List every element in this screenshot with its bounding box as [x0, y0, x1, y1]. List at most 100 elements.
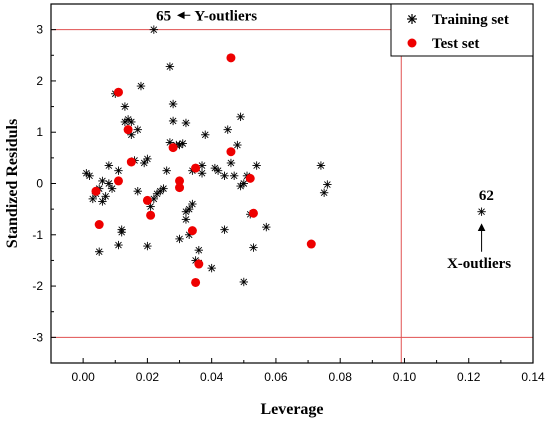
training-point	[98, 197, 107, 206]
annotation-y-outliers: Y-outliers	[194, 8, 257, 24]
training-point	[114, 166, 123, 175]
training-point	[194, 245, 204, 255]
legend-label-test: Test set	[432, 36, 479, 52]
test-point	[94, 220, 104, 230]
test-set-points	[91, 53, 316, 287]
x-tick-label: 0.08	[329, 370, 353, 384]
test-point	[175, 176, 185, 186]
arrow-up-icon	[477, 223, 486, 252]
test-point	[113, 87, 123, 97]
training-point	[139, 158, 149, 168]
training-point	[323, 180, 332, 189]
training-point	[165, 62, 175, 71]
legend-label-training: Training set	[432, 12, 509, 28]
training-point	[197, 169, 207, 178]
training-point	[136, 81, 146, 91]
training-point	[143, 241, 152, 251]
training-point	[127, 117, 136, 127]
training-point	[117, 225, 126, 234]
test-point	[126, 157, 136, 167]
test-point	[226, 53, 236, 63]
training-point	[98, 176, 107, 186]
x-axis-ticks: 0.00 0.02 0.04 0.06 0.08 0.10 0.12 0.14	[50, 358, 545, 384]
y-tick-label: -1	[32, 228, 43, 242]
training-point	[188, 199, 197, 209]
test-point	[191, 163, 201, 173]
training-point	[252, 161, 261, 170]
training-point	[181, 118, 191, 128]
training-point	[104, 179, 114, 188]
training-point	[104, 161, 114, 170]
training-point	[239, 277, 249, 287]
legend-circle-icon	[407, 38, 417, 48]
training-point	[159, 184, 168, 193]
training-point	[175, 234, 184, 244]
test-point	[245, 173, 255, 183]
annotation-x-outliers: X-outliers	[447, 256, 511, 272]
training-point	[133, 125, 142, 134]
training-point	[94, 247, 104, 256]
training-set-points	[82, 25, 486, 287]
training-point	[85, 171, 94, 181]
y-tick-label: -3	[32, 330, 43, 344]
y-tick-label: 0	[36, 177, 43, 191]
y-tick-label: 1	[36, 125, 43, 139]
training-point	[262, 222, 271, 232]
y-tick-label: 2	[36, 74, 43, 88]
training-point	[184, 204, 194, 214]
training-point	[114, 240, 123, 250]
training-point	[107, 184, 117, 193]
training-point	[213, 166, 223, 175]
training-point	[162, 166, 171, 175]
training-point	[88, 194, 97, 204]
training-point	[223, 125, 232, 134]
training-point	[133, 186, 142, 196]
test-point	[175, 183, 185, 193]
training-point	[178, 139, 187, 148]
legend: Training set Test set	[390, 3, 534, 57]
training-point	[226, 158, 236, 168]
test-point	[91, 186, 101, 196]
test-point	[123, 125, 133, 135]
x-tick-label: 0.10	[393, 370, 417, 384]
y-tick-label: 3	[36, 23, 43, 37]
training-point	[316, 161, 326, 170]
x-tick-label: 0.06	[264, 370, 288, 384]
training-point	[207, 263, 216, 273]
y-axis-ticks: -3 -2 -1 0 1 2 3	[32, 3, 56, 364]
training-point	[249, 243, 258, 252]
test-point	[226, 147, 236, 157]
reference-lines	[51, 4, 533, 363]
annotations: 65 Y-outliers 62 X-outliers	[156, 8, 511, 272]
training-point	[120, 102, 130, 111]
test-point	[187, 226, 197, 236]
training-point	[220, 225, 229, 234]
test-point	[248, 208, 258, 218]
x-tick-label: 0.00	[71, 370, 95, 384]
test-point	[113, 176, 123, 186]
training-point	[477, 207, 486, 216]
training-point	[168, 116, 178, 126]
test-point	[146, 210, 156, 220]
arrow-left-icon	[176, 11, 191, 20]
x-tick-label: 0.02	[136, 370, 160, 384]
training-point	[220, 171, 229, 181]
x-tick-label: 0.12	[457, 370, 481, 384]
legend-box	[390, 3, 534, 57]
training-point	[181, 215, 191, 224]
training-point	[319, 188, 329, 197]
training-point	[101, 192, 110, 201]
legend-asterisk-icon	[407, 14, 417, 24]
x-tick-label: 0.04	[200, 370, 224, 384]
training-point	[239, 179, 249, 188]
test-point	[168, 143, 178, 153]
training-point	[120, 117, 130, 127]
training-point	[201, 130, 210, 139]
training-point	[233, 140, 242, 150]
test-point	[191, 277, 201, 287]
training-point	[229, 171, 239, 181]
x-axis-title: Leverage	[260, 401, 323, 418]
test-point	[194, 259, 204, 269]
test-point	[306, 239, 316, 249]
